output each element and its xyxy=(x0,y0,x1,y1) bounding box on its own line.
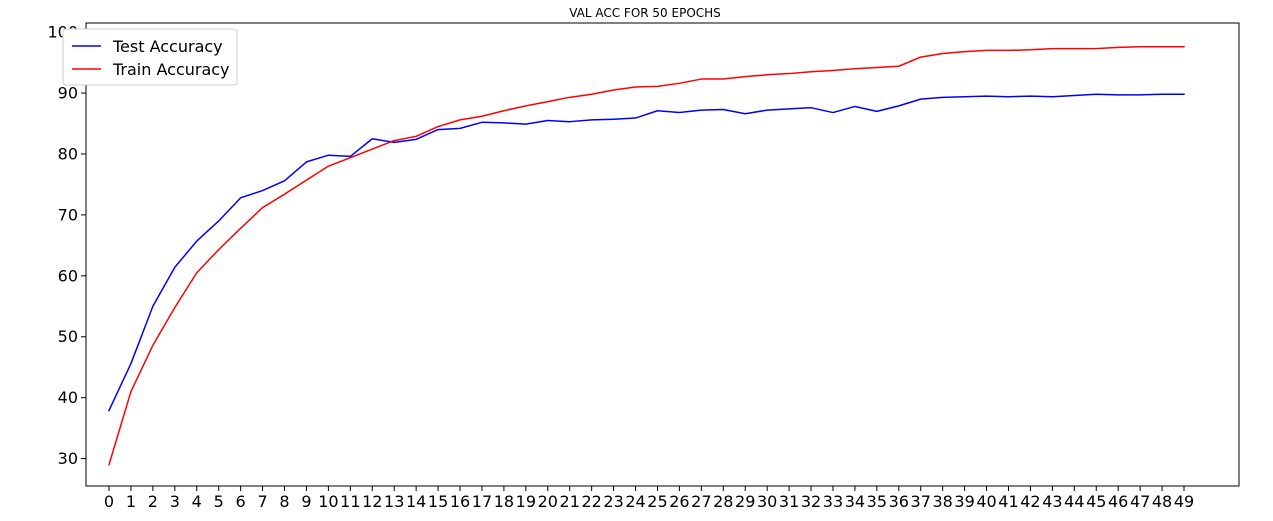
x-tick-label: 14 xyxy=(406,492,426,511)
x-tick-label: 9 xyxy=(301,492,311,511)
y-tick-label: 40 xyxy=(58,388,78,407)
x-tick-label: 43 xyxy=(1042,492,1062,511)
x-tick-label: 15 xyxy=(428,492,448,511)
y-axis: 30405060708090100 xyxy=(47,23,86,468)
x-tick-label: 34 xyxy=(845,492,865,511)
legend: Test Accuracy Train Accuracy xyxy=(62,28,238,86)
x-tick-label: 12 xyxy=(362,492,382,511)
x-tick-label: 32 xyxy=(801,492,821,511)
x-tick-label: 5 xyxy=(214,492,224,511)
x-tick-label: 19 xyxy=(516,492,536,511)
x-axis: 0 1 2 3 4 5 6 7 8 9 10 11 12 13 14 15 16 17 18 19 20 21 22 23 24… xyxy=(104,486,1194,511)
y-tick-label: 50 xyxy=(58,327,78,346)
x-tick-label: 4 xyxy=(192,492,202,511)
series-line-train-accuracy xyxy=(108,46,1185,466)
series-lines xyxy=(108,46,1185,466)
y-tick-label: 70 xyxy=(58,205,78,224)
x-tick-label: 40 xyxy=(976,492,996,511)
x-tick-label: 42 xyxy=(1020,492,1040,511)
y-tick-label: 30 xyxy=(58,449,78,468)
x-tick-label: 21 xyxy=(560,492,580,511)
x-tick-label: 41 xyxy=(998,492,1018,511)
x-tick-label: 17 xyxy=(472,492,492,511)
x-tick-label: 11 xyxy=(340,492,360,511)
x-tick-label: 1 xyxy=(126,492,136,511)
plot-area-frame xyxy=(85,22,1240,487)
chart-title: VAL ACC FOR 50 EPOCHS xyxy=(569,6,721,20)
x-tick-label: 22 xyxy=(581,492,601,511)
x-tick-label: 16 xyxy=(450,492,470,511)
x-tick-label: 46 xyxy=(1108,492,1128,511)
x-tick-label: 26 xyxy=(669,492,689,511)
x-tick-label: 27 xyxy=(691,492,711,511)
x-tick-label: 18 xyxy=(494,492,514,511)
x-tick-label: 29 xyxy=(735,492,755,511)
x-tick-label: 39 xyxy=(954,492,974,511)
legend-frame xyxy=(62,28,238,86)
y-tick-label: 60 xyxy=(58,266,78,285)
x-tick-label: 45 xyxy=(1086,492,1106,511)
y-tick-label: 80 xyxy=(58,144,78,163)
x-tick-label: 8 xyxy=(279,492,289,511)
x-tick-label: 20 xyxy=(538,492,558,511)
x-tick-label: 31 xyxy=(779,492,799,511)
legend-label-test-accuracy: Test Accuracy xyxy=(112,37,223,56)
x-tick-label: 44 xyxy=(1064,492,1084,511)
x-tick-label: 25 xyxy=(647,492,667,511)
x-tick-label: 35 xyxy=(867,492,887,511)
x-tick-label: 3 xyxy=(170,492,180,511)
x-tick-label: 2 xyxy=(148,492,158,511)
x-tick-label: 47 xyxy=(1130,492,1150,511)
x-tick-label: 30 xyxy=(757,492,777,511)
x-tick-label: 6 xyxy=(236,492,246,511)
legend-label-train-accuracy: Train Accuracy xyxy=(112,60,230,79)
x-tick-label: 33 xyxy=(823,492,843,511)
x-tick-label: 28 xyxy=(713,492,733,511)
x-tick-label: 48 xyxy=(1152,492,1172,511)
x-tick-label: 10 xyxy=(318,492,338,511)
series-line-test-accuracy xyxy=(108,93,1185,412)
x-tick-label: 49 xyxy=(1174,492,1194,511)
x-tick-label: 23 xyxy=(603,492,623,511)
x-tick-label: 38 xyxy=(932,492,952,511)
x-tick-label: 37 xyxy=(911,492,931,511)
x-tick-label: 24 xyxy=(625,492,645,511)
x-tick-label: 7 xyxy=(257,492,267,511)
x-tick-label: 13 xyxy=(384,492,404,511)
y-tick-label: 90 xyxy=(58,84,78,103)
x-tick-label: 36 xyxy=(889,492,909,511)
x-tick-label: 0 xyxy=(104,492,114,511)
